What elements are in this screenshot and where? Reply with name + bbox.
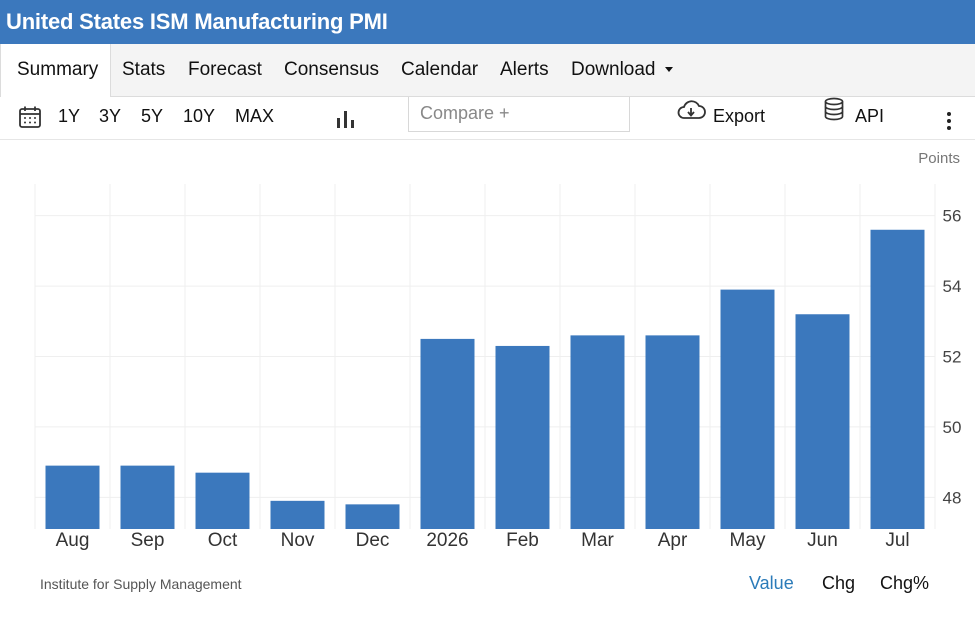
bar-dec[interactable]: [345, 504, 400, 529]
x-axis-labels: Aug Sep Oct Nov Dec 2026 Feb Mar Apr May Jun Jul: [56, 530, 910, 551]
range-1y[interactable]: 1Y: [58, 106, 81, 126]
y-tick-label: 56: [943, 207, 962, 226]
x-tick-label: Mar: [581, 530, 614, 551]
range-10y[interactable]: 10Y: [183, 106, 216, 126]
tab-stats[interactable]: Stats: [122, 59, 166, 80]
calendar-icon[interactable]: [18, 104, 42, 128]
bar-mar[interactable]: [570, 335, 625, 529]
chgpct-toggle[interactable]: Chg%: [880, 573, 930, 593]
bar-oct[interactable]: [195, 472, 250, 529]
export-button[interactable]: Export: [676, 97, 765, 139]
x-tick-label: Feb: [506, 530, 539, 551]
api-label: API: [855, 106, 885, 126]
range-5y[interactable]: 5Y: [141, 106, 164, 126]
x-tick-label: May: [730, 530, 766, 551]
bar-feb[interactable]: [495, 345, 550, 529]
x-tick-label: Jul: [885, 530, 909, 551]
source-label: Institute for Supply Management: [40, 576, 242, 592]
x-tick-label: Dec: [356, 530, 390, 551]
title-bar: United States ISM Manufacturing PMI: [0, 0, 975, 44]
bar-sep[interactable]: [120, 465, 175, 529]
tab-calendar[interactable]: Calendar: [401, 59, 479, 80]
x-tick-label: Nov: [281, 530, 315, 551]
chg-toggle[interactable]: Chg: [822, 573, 856, 593]
bar-apr[interactable]: [645, 335, 700, 529]
tab-download-label: Download: [571, 59, 656, 80]
more-options-icon[interactable]: [944, 106, 954, 130]
bar-chart: Aug Sep Oct Nov Dec 2026 Feb Mar Apr May Jun Jul 48…: [34, 150, 962, 551]
x-tick-label: Apr: [658, 530, 688, 551]
chart-grid: [34, 184, 936, 529]
range-max[interactable]: MAX: [235, 106, 275, 126]
cloud-download-icon: [676, 96, 706, 134]
tab-bar: Summary Stats Forecast Consensus Calenda…: [0, 44, 975, 97]
chart-toolbar: 1Y 3Y 5Y 10Y MAX Compare + Export A: [0, 97, 975, 140]
bar-chart-icon[interactable]: [336, 105, 356, 128]
tab-consensus[interactable]: Consensus: [284, 59, 380, 80]
bar-jun[interactable]: [795, 314, 850, 529]
compare-input[interactable]: Compare +: [408, 97, 630, 132]
y-tick-label: 48: [943, 488, 962, 507]
tab-summary[interactable]: Summary: [0, 44, 112, 97]
bar-nov[interactable]: [270, 500, 325, 529]
tab-forecast[interactable]: Forecast: [188, 59, 262, 80]
x-tick-label: Sep: [131, 530, 165, 551]
x-tick-label: Jun: [807, 530, 838, 551]
chart-bars: [45, 229, 925, 529]
x-tick-label: 2026: [426, 530, 468, 551]
y-axis-unit-label: Points: [918, 150, 960, 167]
chart-area: Aug Sep Oct Nov Dec 2026 Feb Mar Apr May Jun Jul 48…: [0, 140, 975, 570]
range-3y[interactable]: 3Y: [99, 106, 122, 126]
value-toggle[interactable]: Value: [749, 573, 794, 593]
y-tick-label: 54: [943, 277, 962, 296]
x-tick-label: Aug: [56, 530, 90, 551]
tab-download[interactable]: Download: [571, 44, 673, 96]
bar-may[interactable]: [720, 289, 775, 529]
page-title: United States ISM Manufacturing PMI: [6, 9, 388, 34]
bar-jul[interactable]: [870, 229, 925, 529]
tab-alerts[interactable]: Alerts: [500, 59, 549, 80]
y-tick-label: 50: [943, 418, 962, 437]
y-axis-labels: 48 50 52 54 56: [943, 207, 962, 508]
database-icon: [823, 96, 845, 134]
y-tick-label: 52: [943, 348, 962, 367]
chart-footer: Institute for Supply Management Value Ch…: [0, 570, 975, 618]
bar-2026[interactable]: [420, 338, 475, 529]
chevron-down-icon: [664, 67, 673, 73]
bar-aug[interactable]: [45, 465, 100, 529]
api-button[interactable]: API: [823, 97, 884, 139]
export-label: Export: [713, 106, 766, 126]
x-tick-label: Oct: [208, 530, 238, 551]
